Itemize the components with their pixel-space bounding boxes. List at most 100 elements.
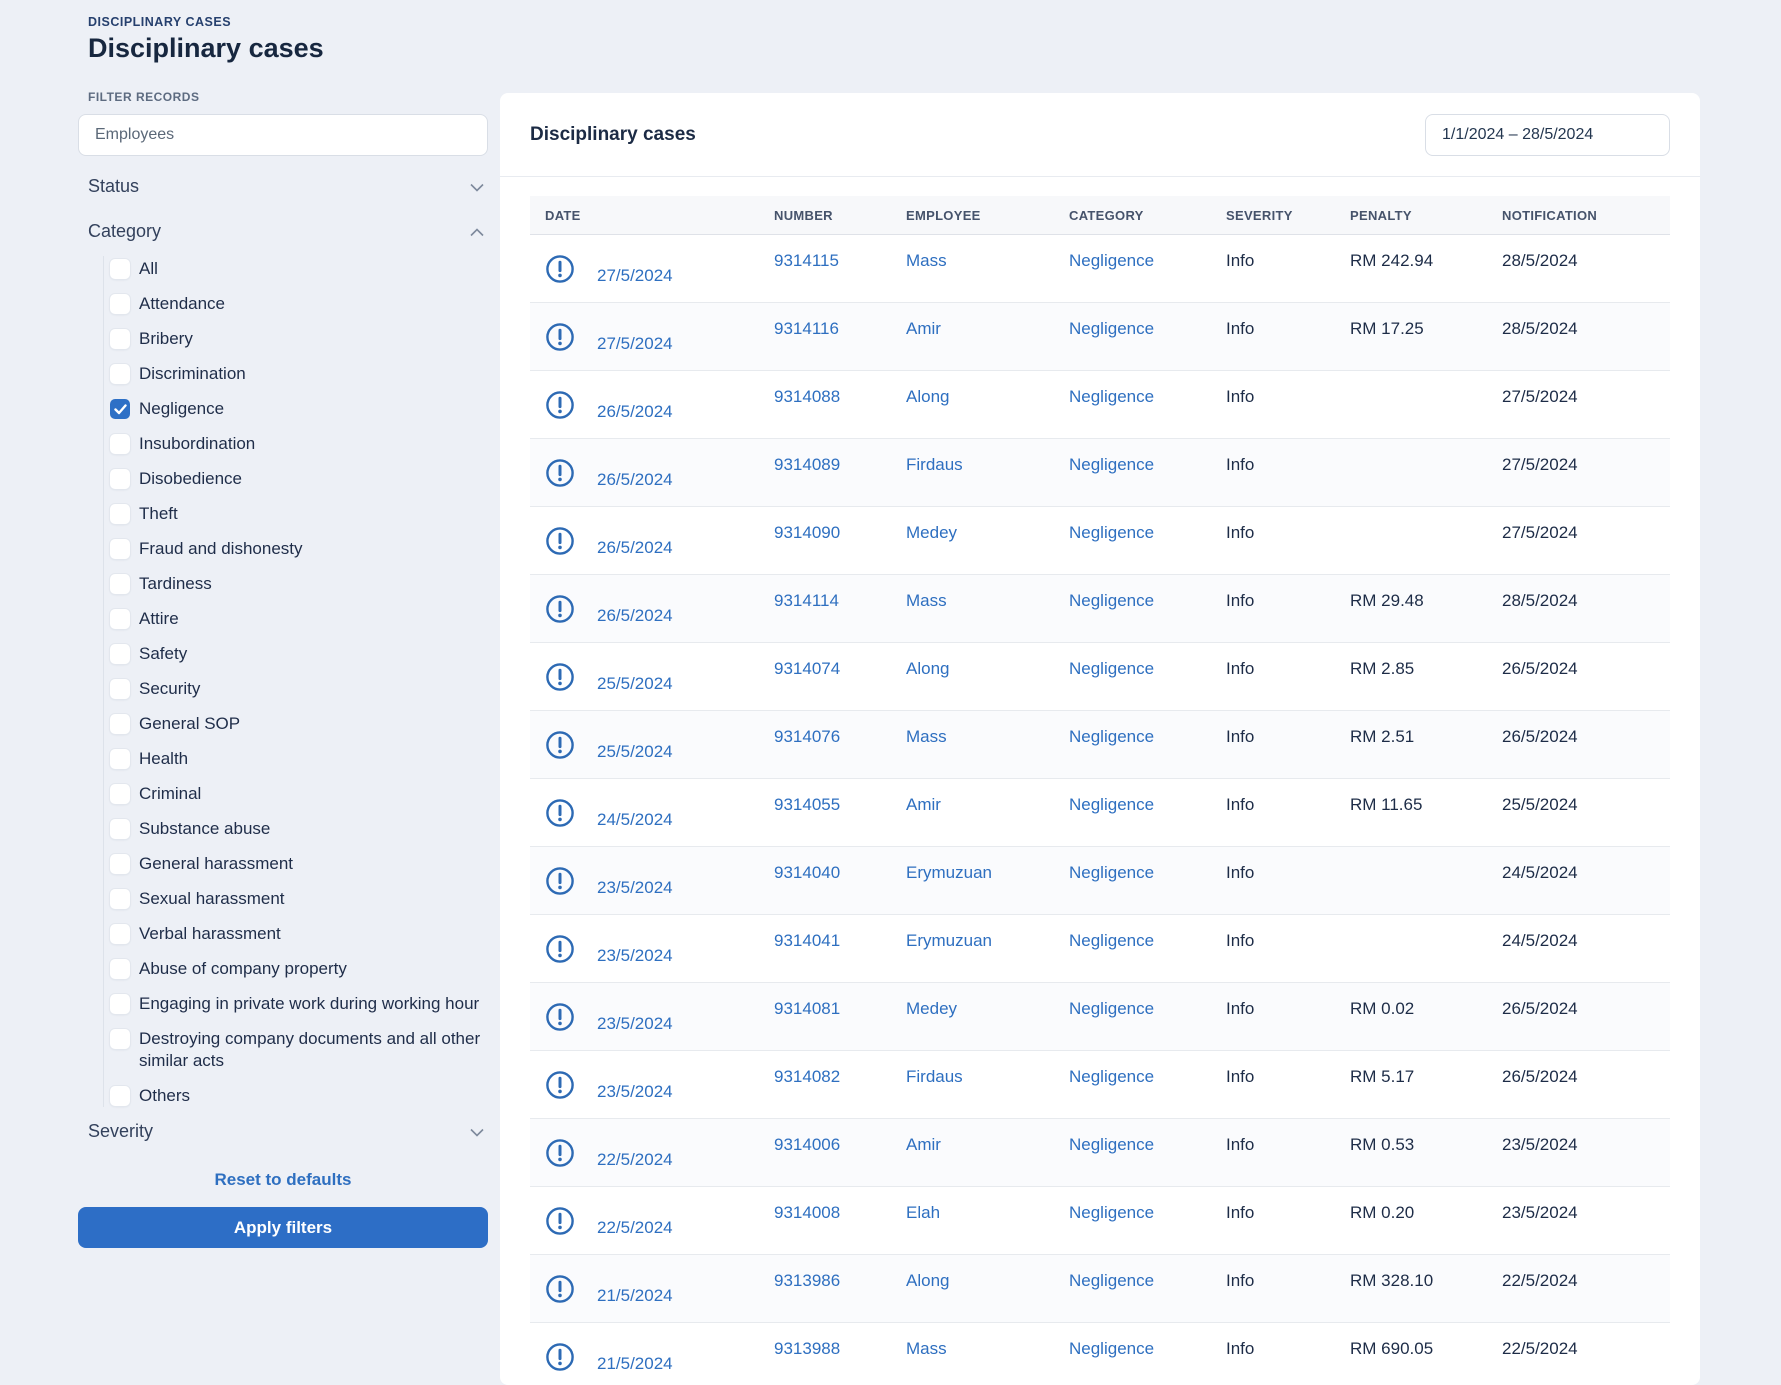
employee-link[interactable]: Erymuzuan — [906, 930, 992, 950]
date-link[interactable]: 23/5/2024 — [597, 1081, 673, 1101]
alert-icon[interactable] — [545, 866, 575, 896]
category-link[interactable]: Negligence — [1069, 318, 1155, 338]
number-link[interactable]: 9313988 — [774, 1338, 841, 1358]
number-link[interactable]: 9314081 — [774, 998, 841, 1018]
category-option[interactable]: Attire — [110, 608, 488, 630]
employee-link[interactable]: Medey — [906, 998, 958, 1018]
date-link[interactable]: 26/5/2024 — [597, 605, 673, 625]
date-link[interactable]: 27/5/2024 — [597, 265, 673, 285]
category-option[interactable]: Discrimination — [110, 363, 488, 385]
number-link[interactable]: 9314006 — [774, 1134, 841, 1154]
category-link[interactable]: Negligence — [1069, 930, 1155, 950]
alert-icon[interactable] — [545, 594, 575, 624]
category-option[interactable]: All — [110, 258, 488, 280]
category-option[interactable]: Verbal harassment — [110, 923, 488, 945]
category-option[interactable]: Substance abuse — [110, 818, 488, 840]
number-link[interactable]: 9314116 — [774, 318, 839, 338]
alert-icon[interactable] — [545, 1138, 575, 1168]
alert-icon[interactable] — [545, 526, 575, 556]
date-link[interactable]: 21/5/2024 — [597, 1285, 673, 1305]
category-option[interactable]: Criminal — [110, 783, 488, 805]
date-link[interactable]: 26/5/2024 — [597, 469, 673, 489]
date-link[interactable]: 22/5/2024 — [597, 1149, 673, 1169]
employee-link[interactable]: Mass — [906, 1338, 947, 1358]
date-link[interactable]: 24/5/2024 — [597, 809, 673, 829]
number-link[interactable]: 9314082 — [774, 1066, 841, 1086]
employee-link[interactable]: Amir — [906, 794, 941, 814]
number-link[interactable]: 9314090 — [774, 522, 841, 542]
category-option[interactable]: Tardiness — [110, 573, 488, 595]
category-option[interactable]: Destroying company documents and all oth… — [110, 1028, 488, 1072]
date-link[interactable]: 26/5/2024 — [597, 401, 673, 421]
employee-link[interactable]: Elah — [906, 1202, 941, 1222]
employee-link[interactable]: Amir — [906, 318, 941, 338]
category-option[interactable]: Engaging in private work during working … — [110, 993, 488, 1015]
date-link[interactable]: 21/5/2024 — [597, 1353, 673, 1373]
date-link[interactable]: 23/5/2024 — [597, 877, 673, 897]
alert-icon[interactable] — [545, 662, 575, 692]
category-option[interactable]: Negligence — [110, 398, 488, 420]
employee-link[interactable]: Erymuzuan — [906, 862, 992, 882]
category-link[interactable]: Negligence — [1069, 794, 1155, 814]
date-link[interactable]: 27/5/2024 — [597, 333, 673, 353]
category-option[interactable]: General harassment — [110, 853, 488, 875]
category-option[interactable]: Insubordination — [110, 433, 488, 455]
employee-link[interactable]: Firdaus — [906, 1066, 963, 1086]
category-option[interactable]: Fraud and dishonesty — [110, 538, 488, 560]
date-link[interactable]: 26/5/2024 — [597, 537, 673, 557]
number-link[interactable]: 9314040 — [774, 862, 841, 882]
employee-link[interactable]: Along — [906, 1270, 950, 1290]
date-link[interactable]: 23/5/2024 — [597, 1013, 673, 1033]
number-link[interactable]: 9314076 — [774, 726, 841, 746]
category-link[interactable]: Negligence — [1069, 726, 1155, 746]
category-link[interactable]: Negligence — [1069, 1202, 1155, 1222]
category-link[interactable]: Negligence — [1069, 250, 1155, 270]
number-link[interactable]: 9314115 — [774, 250, 839, 270]
category-link[interactable]: Negligence — [1069, 862, 1155, 882]
category-link[interactable]: Negligence — [1069, 590, 1155, 610]
employee-link[interactable]: Mass — [906, 250, 947, 270]
category-option[interactable]: Sexual harassment — [110, 888, 488, 910]
reset-to-defaults-link[interactable]: Reset to defaults — [214, 1170, 352, 1189]
category-option[interactable]: Safety — [110, 643, 488, 665]
category-link[interactable]: Negligence — [1069, 386, 1155, 406]
alert-icon[interactable] — [545, 1002, 575, 1032]
category-link[interactable]: Negligence — [1069, 1134, 1155, 1154]
category-link[interactable]: Negligence — [1069, 1338, 1155, 1358]
alert-icon[interactable] — [545, 1070, 575, 1100]
alert-icon[interactable] — [545, 934, 575, 964]
date-link[interactable]: 25/5/2024 — [597, 741, 673, 761]
category-option[interactable]: Abuse of company property — [110, 958, 488, 980]
category-option[interactable]: Theft — [110, 503, 488, 525]
section-severity[interactable]: Severity — [88, 1121, 488, 1142]
category-option[interactable]: Bribery — [110, 328, 488, 350]
category-option[interactable]: Attendance — [110, 293, 488, 315]
category-option[interactable]: Security — [110, 678, 488, 700]
apply-filters-button[interactable]: Apply filters — [78, 1207, 488, 1248]
category-option[interactable]: Disobedience — [110, 468, 488, 490]
alert-icon[interactable] — [545, 1342, 575, 1372]
alert-icon[interactable] — [545, 254, 575, 284]
category-link[interactable]: Negligence — [1069, 1270, 1155, 1290]
employee-link[interactable]: Along — [906, 658, 950, 678]
employee-link[interactable]: Mass — [906, 726, 947, 746]
employee-link[interactable]: Firdaus — [906, 454, 963, 474]
alert-icon[interactable] — [545, 798, 575, 828]
category-option[interactable]: General SOP — [110, 713, 488, 735]
category-link[interactable]: Negligence — [1069, 658, 1155, 678]
number-link[interactable]: 9314074 — [774, 658, 841, 678]
date-link[interactable]: 23/5/2024 — [597, 945, 673, 965]
alert-icon[interactable] — [545, 458, 575, 488]
category-link[interactable]: Negligence — [1069, 998, 1155, 1018]
number-link[interactable]: 9314089 — [774, 454, 841, 474]
employee-link[interactable]: Amir — [906, 1134, 941, 1154]
employee-link[interactable]: Mass — [906, 590, 947, 610]
category-option[interactable]: Health — [110, 748, 488, 770]
number-link[interactable]: 9314041 — [774, 930, 841, 950]
date-link[interactable]: 25/5/2024 — [597, 673, 673, 693]
category-link[interactable]: Negligence — [1069, 454, 1155, 474]
date-link[interactable]: 22/5/2024 — [597, 1217, 673, 1237]
employee-link[interactable]: Along — [906, 386, 950, 406]
alert-icon[interactable] — [545, 1274, 575, 1304]
alert-icon[interactable] — [545, 390, 575, 420]
